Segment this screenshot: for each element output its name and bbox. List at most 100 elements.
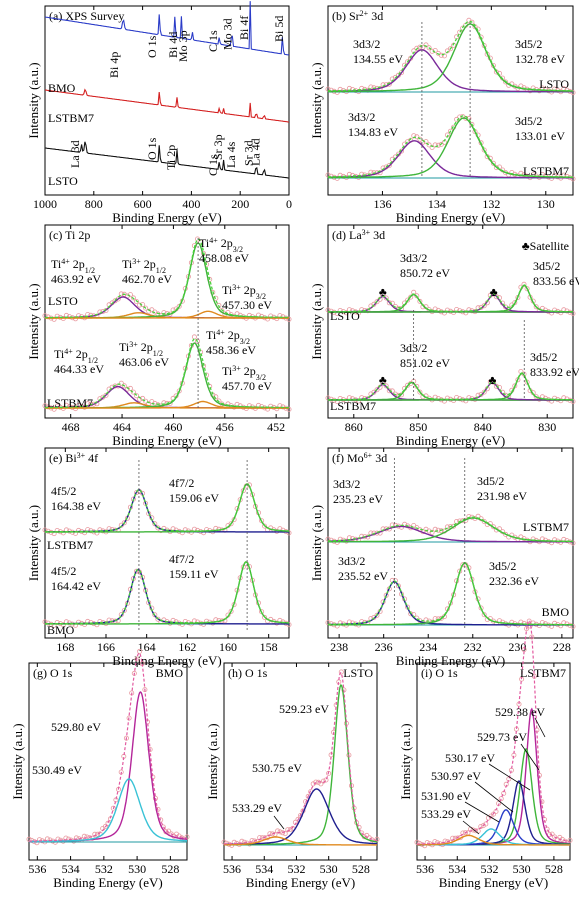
peak-energy-i: 531.90 eV	[421, 789, 471, 803]
x-tick-label-a: 1000	[33, 197, 57, 211]
panel-title-a: (a) XPS Survey	[49, 9, 124, 23]
data-point-b-1	[429, 144, 435, 150]
data-point-f-0	[490, 524, 496, 530]
data-point-i	[567, 837, 573, 843]
peak-energy-d: 851.02 eV	[400, 356, 450, 370]
survey-line-lstbm7	[44, 88, 290, 123]
data-point-e-0	[262, 523, 268, 529]
peak-label-c-part: Ti	[222, 283, 233, 297]
data-point-e-0	[228, 521, 234, 527]
x-tick-label-e: 160	[219, 640, 237, 654]
panel-frame-e	[44, 447, 290, 639]
panel-title-f-part: (f) Mo	[332, 451, 364, 465]
component-peak-c-0-3	[45, 310, 289, 319]
panel-frame-b	[327, 5, 574, 196]
peak-annotation-mo-3d: Mo 3d	[221, 18, 235, 50]
peak-label-b: 3d5/2	[515, 114, 542, 128]
panel-title-f-part: 3d	[372, 451, 387, 465]
peak-label-c-part: Ti	[51, 257, 62, 271]
data-point-b-1	[457, 114, 463, 120]
peak-label-b-part: 3d5/2	[515, 37, 542, 51]
data-point-e-0	[82, 530, 88, 536]
data-point-c-0	[198, 239, 204, 245]
data-point-f-0	[564, 538, 570, 544]
peak-label-c-part: 1/2	[153, 349, 163, 358]
peak-label-b-part: 3d3/2	[348, 110, 375, 124]
data-point-e-1	[152, 612, 158, 618]
y-axis-label-f: Intensity (a.u.)	[309, 505, 324, 581]
x-tick-label-e: 164	[138, 640, 156, 654]
panel-title-d-part: (d) La	[332, 228, 362, 242]
peak-label-b-part: 3d5/2	[515, 114, 542, 128]
component-peak-h-2	[224, 836, 377, 846]
panel-frame-g	[28, 662, 188, 861]
peak-energy-c: 463.06 eV	[119, 355, 169, 369]
data-point-b-0	[447, 46, 453, 52]
x-tick-label-i: 532	[480, 862, 498, 876]
peak-pointer-i	[488, 763, 531, 791]
panel-title-e: (e) Bi3+ 4f	[49, 451, 98, 466]
peak-label-c-part: 2p	[138, 340, 153, 354]
data-point-d-0	[386, 300, 392, 306]
x-tick-label-i: 536	[416, 862, 434, 876]
peak-energy-b: 134.55 eV	[353, 52, 403, 66]
data-point-c-1	[143, 398, 149, 404]
x-axis-label-d: Binding Energy (eV)	[396, 433, 506, 448]
peak-label-c-part: 2p	[70, 257, 85, 271]
peak-label-c-part: 3/2	[256, 373, 266, 382]
data-point-b-1	[432, 142, 438, 148]
x-tick-label-g: 528	[161, 862, 179, 876]
data-point-h	[267, 831, 273, 837]
data-point-f-1	[558, 623, 564, 629]
peak-energy-e: 159.11 eV	[169, 567, 219, 581]
data-point-c-1	[124, 386, 130, 392]
data-point-c-1	[121, 383, 127, 389]
data-point-d-1	[371, 389, 377, 395]
panel-title-b: (b) Sr2+ 3d	[332, 9, 383, 24]
x-tick-label-b: 130	[537, 197, 555, 211]
peak-label-d: 3d5/2	[533, 259, 560, 273]
peak-label-b: 3d3/2	[348, 110, 375, 124]
data-point-d-0	[493, 294, 499, 300]
peak-annotation-bi-5d: Bi 5d	[272, 16, 286, 42]
peak-energy-b: 134.83 eV	[348, 125, 398, 139]
data-point-i	[490, 811, 496, 817]
x-tick-label-g: 530	[128, 862, 146, 876]
data-point-b-1	[481, 147, 487, 153]
peak-label-c-part: Ti	[119, 340, 130, 354]
component-peak-b-0-1	[328, 23, 573, 93]
peak-pointer-i	[520, 743, 540, 771]
peak-energy-f: 231.98 eV	[477, 489, 527, 503]
peak-label-d-part: 3d5/2	[533, 259, 560, 273]
fit-envelope-e-0	[45, 483, 290, 533]
x-axis-label-g: Binding Energy (eV)	[53, 875, 163, 890]
x-tick-label-c: 464	[113, 420, 131, 434]
data-point-c-0	[176, 303, 182, 309]
peak-label-c-part: 3+	[232, 283, 241, 292]
peak-label-c-part: 2p	[225, 328, 240, 342]
fit-envelope-e-1	[45, 561, 289, 625]
x-tick-label-a: 200	[231, 197, 249, 211]
data-point-e-0	[259, 518, 265, 524]
data-point-c-1	[133, 393, 139, 399]
peak-label-f: 3d5/2	[489, 559, 516, 573]
data-point-e-1	[262, 614, 268, 620]
satellite-legend: ♣Satellite	[522, 239, 569, 253]
peak-label-f: 3d3/2	[338, 554, 365, 568]
y-axis-label-e: Intensity (a.u.)	[26, 505, 41, 581]
peak-energy-e: 159.06 eV	[169, 491, 219, 505]
component-peak-b-1-0	[328, 140, 573, 179]
x-tick-label-f: 238	[330, 640, 348, 654]
peak-annotation-bi-4d: Bi 4d	[166, 32, 180, 58]
x-tick-label-h: 536	[223, 862, 241, 876]
x-tick-label-a: 600	[134, 197, 152, 211]
data-point-c-0	[130, 295, 136, 301]
x-tick-label-c: 460	[164, 420, 182, 434]
peak-label-c-part: 3+	[129, 340, 138, 349]
component-peak-c-1-3	[45, 400, 289, 409]
panel-frame-f	[327, 447, 574, 639]
x-tick-label-b: 136	[373, 197, 391, 211]
x-tick-label-i: 530	[513, 862, 531, 876]
peak-label-e: 4f5/2	[51, 484, 76, 498]
